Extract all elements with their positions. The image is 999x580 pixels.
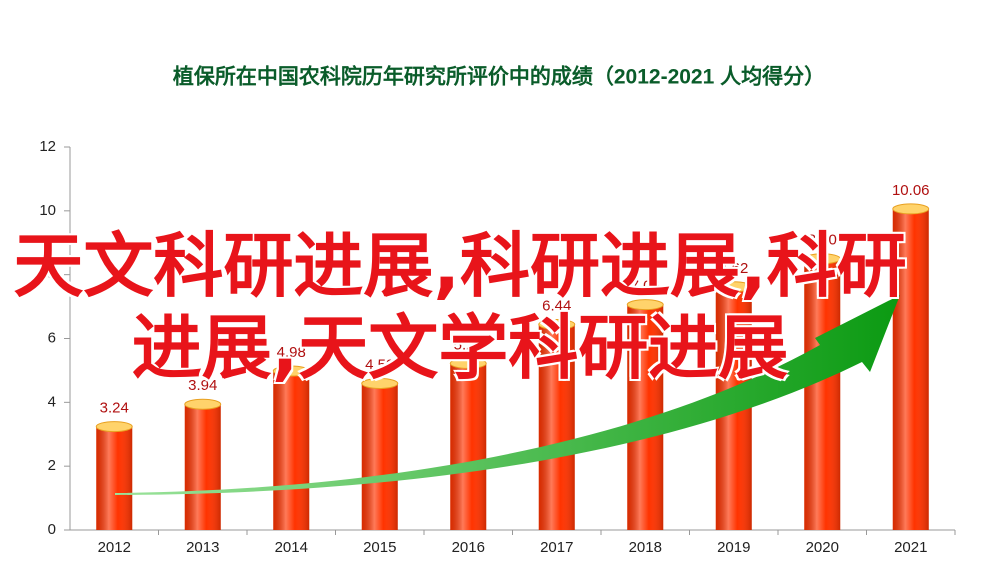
bar-shine	[892, 208, 929, 530]
y-tick-label: 6	[48, 329, 56, 346]
trend-arrow	[115, 295, 900, 495]
bar-shine	[273, 371, 310, 530]
bar-shine	[538, 324, 575, 530]
x-tick-label: 2012	[98, 539, 131, 556]
bar-shine	[96, 426, 133, 530]
value-label: 4.98	[277, 344, 306, 361]
bar-cap	[272, 365, 310, 377]
bar-cap	[361, 378, 399, 390]
bar-cap	[184, 398, 222, 410]
bar-shine	[184, 404, 221, 530]
y-tick-label: 0	[48, 521, 56, 538]
x-tick-label: 2017	[540, 539, 573, 556]
x-tick-label: 2014	[275, 539, 308, 556]
value-label: 6.44	[542, 297, 571, 314]
value-label: 5.22	[454, 336, 483, 353]
y-tick-label: 8	[48, 266, 56, 283]
bar-cap	[95, 421, 133, 433]
value-label: 10.06	[892, 182, 930, 199]
y-tick-label: 10	[39, 202, 56, 219]
value-label: 3.24	[100, 400, 129, 417]
bar-shine	[804, 258, 841, 530]
x-tick-label: 2021	[894, 539, 927, 556]
value-label: 8.50	[808, 232, 837, 249]
bar-cap	[626, 299, 664, 311]
overlay-text: 天文科研进展,科研进展,科研进展,天文学科研进展	[13, 225, 907, 389]
value-label: 7.62	[719, 260, 748, 277]
bar-cap	[538, 318, 576, 330]
bar-cap	[715, 281, 753, 293]
bars	[95, 203, 930, 530]
y-tick-label: 2	[48, 457, 56, 474]
bar-shine	[450, 363, 487, 530]
x-tick-label: 2020	[806, 539, 839, 556]
value-label: 4.59	[365, 356, 394, 373]
x-tick-label: 2016	[452, 539, 485, 556]
x-tick-label: 2013	[186, 539, 219, 556]
bar-shine	[361, 383, 398, 530]
bar-cap	[803, 253, 841, 265]
x-tick-label: 2015	[363, 539, 396, 556]
bar-cap	[449, 357, 487, 369]
bar-cap	[892, 203, 930, 215]
chart-title: 植保所在中国农科院历年研究所评价中的成绩（2012-2021 人均得分）	[173, 65, 825, 89]
x-tick-label: 2019	[717, 539, 750, 556]
x-tick-label: 2018	[629, 539, 662, 556]
value-label: 7.06	[631, 278, 660, 295]
value-label: 3.94	[188, 377, 217, 394]
y-tick-label: 12	[39, 138, 56, 155]
y-tick-label: 4	[48, 393, 56, 410]
